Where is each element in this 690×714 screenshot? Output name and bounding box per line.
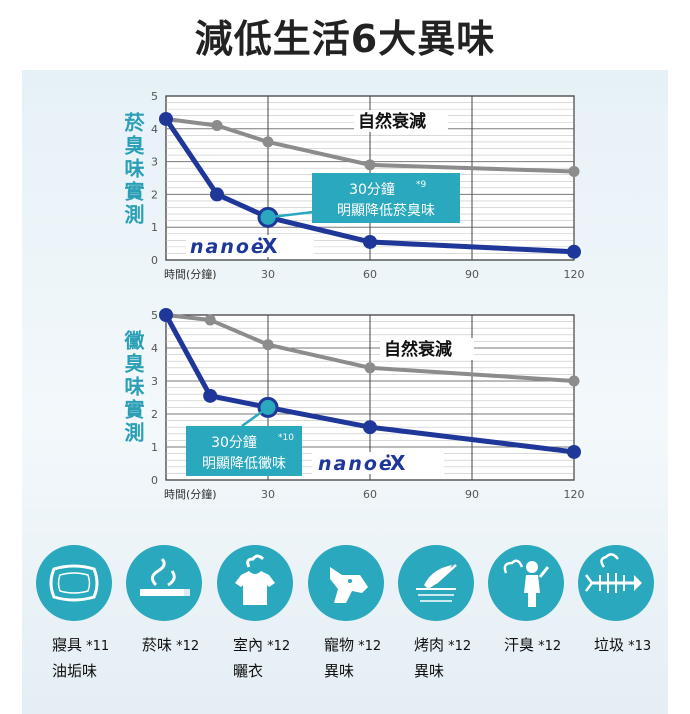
odor-label: 菸味 *12 — [142, 633, 199, 659]
data-point-nanoe — [159, 111, 173, 126]
natural-label-bg — [380, 338, 474, 360]
y-tick-label: 5 — [151, 90, 158, 103]
odor-label-note: *12 — [534, 639, 562, 654]
odor-label: 室內 *12 曬衣 — [233, 633, 290, 683]
odor-label-main: 菸味 — [142, 636, 173, 654]
odor-label-note: *12 — [354, 639, 382, 654]
x-tick-label: 120 — [564, 488, 585, 501]
callout-line1: 30分鐘 — [349, 181, 395, 198]
y-tick-label: 3 — [151, 156, 158, 169]
nanoex-logo-x: X — [262, 234, 278, 258]
data-point-natural — [262, 136, 274, 148]
y-tick-label: 4 — [151, 123, 158, 136]
data-point-nanoe — [203, 388, 218, 403]
odor-label-main: 室內 — [233, 636, 264, 654]
y-tick-label: 4 — [151, 342, 158, 355]
pillow-icon — [36, 545, 112, 621]
data-point-nanoe — [567, 444, 581, 459]
y-tick-label: 2 — [151, 408, 158, 421]
fish-bone-icon — [578, 545, 654, 621]
y-tick-label: 0 — [151, 254, 158, 267]
data-point-nanoe — [159, 308, 173, 322]
callout-box — [312, 173, 460, 223]
odor-label-note: *12 — [263, 639, 291, 654]
odor-label: 烤肉 *12 異味 — [414, 633, 471, 683]
y-tick-label: 2 — [151, 188, 158, 201]
odor-label: 寢具 *11 油垢味 — [52, 633, 109, 683]
grill-icon — [398, 545, 474, 621]
data-point-natural — [364, 362, 376, 374]
x-tick-label: 120 — [564, 268, 585, 281]
data-point-natural — [204, 314, 216, 326]
odor-label: 汗臭 *12 — [504, 633, 561, 659]
callout-line2: 明顯降低黴味 — [202, 456, 286, 472]
sweat-person-icon — [488, 545, 564, 621]
odor-label-sub: 異味 — [324, 662, 355, 680]
y-tick-label: 1 — [151, 441, 158, 454]
odor-label-sub: 異味 — [414, 662, 445, 680]
data-point-nanoe — [567, 244, 581, 259]
odor-label-main: 寢具 — [52, 636, 83, 654]
odor-label-main: 汗臭 — [504, 636, 535, 654]
odor-label-note: *12 — [172, 639, 200, 654]
callout-note: *10 — [278, 433, 294, 443]
x-tick-label: 30 — [261, 268, 275, 281]
nanoex-logo-text: nanoe — [190, 236, 266, 258]
tshirt-icon — [217, 545, 293, 621]
nanoex-logo-dot — [258, 237, 262, 241]
odor-label-sub: 曬衣 — [233, 662, 264, 680]
data-point-natural — [364, 159, 376, 171]
x-axis-label: 時間(分鐘) — [164, 267, 217, 281]
odor-label-note: *12 — [444, 639, 472, 654]
callout-line2: 明顯降低菸臭味 — [337, 203, 435, 219]
natural-decay-label: 自然衰減 — [384, 339, 452, 360]
natural-decay-label: 自然衰減 — [358, 111, 426, 132]
chart-mold: 0 1 2 3 4 5 30 60 90 120 時間(分鐘) 自然衰減 30分鐘 *10 明顯降低黴味 na… — [151, 308, 585, 501]
dog-icon — [308, 545, 384, 621]
odor-label-note: *13 — [624, 639, 652, 654]
x-tick-label: 60 — [363, 268, 377, 281]
odor-label-main: 寵物 — [324, 636, 355, 654]
odor-label-note: *11 — [82, 639, 110, 654]
x-tick-label: 90 — [465, 488, 479, 501]
data-point-natural — [568, 165, 580, 177]
chart1-ylabel: 菸臭味實測 — [121, 112, 145, 227]
brand-bg — [186, 235, 314, 257]
y-tick-label: 1 — [151, 221, 158, 234]
y-tick-label: 5 — [151, 309, 158, 322]
odor-label-main: 烤肉 — [414, 636, 445, 654]
x-tick-label: 30 — [261, 488, 275, 501]
x-axis-label: 時間(分鐘) — [164, 487, 217, 501]
chart2-ylabel: 黴臭味實測 — [121, 330, 145, 445]
callout-box — [186, 426, 302, 476]
x-tick-label: 60 — [363, 488, 377, 501]
data-point-natural — [262, 339, 274, 351]
y-tick-label: 3 — [151, 375, 158, 388]
nanoex-logo-dot — [386, 454, 390, 458]
y-tick-label: 0 — [151, 474, 158, 487]
data-point-natural — [211, 120, 223, 132]
x-tick-label: 90 — [465, 268, 479, 281]
natural-label-bg — [354, 110, 448, 132]
brand-bg — [312, 452, 444, 474]
callout-note: *9 — [416, 180, 427, 190]
odor-label: 寵物 *12 異味 — [324, 633, 381, 683]
chart-smoke: 0 1 2 3 4 5 30 60 90 120 時間(分鐘) 自然衰減 30分鐘 *9 明顯降低菸臭味 na… — [151, 90, 585, 281]
nanoex-logo-x: X — [390, 451, 406, 475]
cigarette-icon — [126, 545, 202, 621]
data-point-nanoe — [363, 234, 377, 249]
data-point-natural — [568, 375, 580, 387]
nanoex-logo-text: nanoe — [318, 453, 394, 475]
odor-label: 垃圾 *13 — [594, 633, 651, 659]
data-point-nanoe — [363, 420, 377, 435]
callout-pointer — [241, 406, 269, 428]
odor-label-main: 垃圾 — [594, 636, 625, 654]
data-point-nanoe — [210, 187, 224, 202]
callout-line1: 30分鐘 — [211, 434, 257, 451]
page-title: 減低生活6大異味 — [194, 17, 496, 61]
odor-label-sub: 油垢味 — [52, 662, 98, 680]
